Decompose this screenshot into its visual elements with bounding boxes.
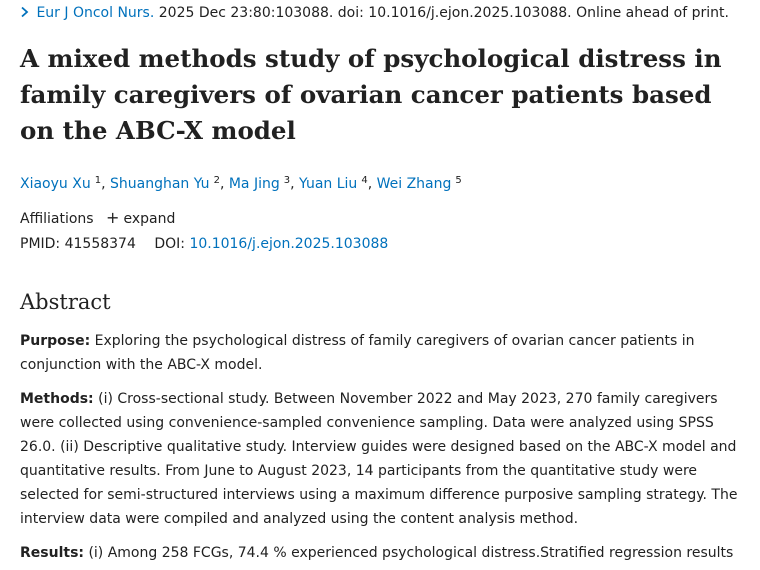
- affiliations-row: Affiliations + expand: [20, 207, 175, 230]
- author-separator: ,: [367, 176, 377, 192]
- section-text: Exploring the psychological distress of …: [20, 333, 695, 373]
- affiliations-label: Affiliations: [20, 211, 94, 227]
- expand-label: expand: [123, 211, 176, 227]
- section-label: Purpose:: [20, 333, 91, 349]
- doi-label: DOI:: [154, 236, 185, 252]
- author-item: Xiaoyu Xu 1: [20, 175, 102, 192]
- pmid-value: 41558374: [64, 236, 136, 252]
- author-item: Shuanghan Yu 2: [109, 175, 220, 192]
- abstract-results: Results: (i) Among 258 FCGs, 74.4 % expe…: [20, 541, 742, 565]
- section-text: (i) Among 258 FCGs, 74.4 % experienced p…: [84, 545, 734, 561]
- author-link[interactable]: Shuanghan Yu: [109, 176, 210, 192]
- section-label: Results:: [20, 545, 84, 561]
- article-title: A mixed methods study of psychological d…: [20, 44, 722, 145]
- affiliation-number[interactable]: 5: [455, 175, 462, 186]
- section-label: Methods:: [20, 391, 94, 407]
- author-list: Xiaoyu Xu 1, Shuanghan Yu 2, Ma Jing 3, Yua…: [20, 170, 462, 195]
- doi-link[interactable]: 10.1016/j.ejon.2025.103088: [189, 236, 389, 252]
- affiliations-expand-toggle[interactable]: + expand: [98, 208, 176, 227]
- chevron-right-icon[interactable]: [20, 3, 32, 23]
- citation-line: Eur J Oncol Nurs. 2025 Dec 23:80:103088.…: [20, 3, 729, 23]
- author-link[interactable]: Ma Jing: [228, 176, 280, 192]
- author-link[interactable]: Wei Zhang: [376, 176, 452, 192]
- affiliation-number[interactable]: 3: [283, 175, 291, 186]
- affiliation-number[interactable]: 4: [361, 175, 368, 186]
- plus-icon: +: [106, 208, 120, 227]
- affiliation-number[interactable]: 1: [94, 175, 102, 186]
- author-item: Wei Zhang 5: [376, 175, 462, 192]
- author-separator: ,: [290, 176, 300, 192]
- abstract-body: Purpose: Exploring the psychological dis…: [20, 329, 742, 570]
- author-link[interactable]: Yuan Liu: [299, 176, 358, 192]
- pmid-label: PMID:: [20, 236, 61, 252]
- affiliation-number[interactable]: 2: [213, 175, 220, 186]
- author-item: Ma Jing 3: [228, 175, 291, 192]
- abstract-heading: Abstract: [20, 290, 111, 314]
- author-separator: ,: [101, 176, 110, 192]
- section-text: (i) Cross-sectional study. Between Novem…: [20, 391, 738, 527]
- article-ids: PMID: 41558374 DOI: 10.1016/j.ejon.2025.…: [20, 233, 388, 255]
- abstract-purpose: Purpose: Exploring the psychological dis…: [20, 329, 742, 377]
- abstract-methods: Methods: (i) Cross-sectional study. Betw…: [20, 387, 742, 531]
- citation-details: 2025 Dec 23:80:103088. doi: 10.1016/j.ej…: [154, 5, 729, 21]
- author-separator: ,: [219, 176, 229, 192]
- journal-link[interactable]: Eur J Oncol Nurs.: [36, 5, 155, 21]
- author-item: Yuan Liu 4: [299, 175, 368, 192]
- author-link[interactable]: Xiaoyu Xu: [20, 176, 91, 192]
